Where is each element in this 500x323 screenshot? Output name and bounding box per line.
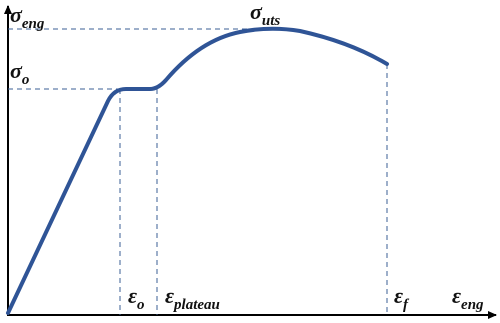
symbol: ε xyxy=(452,283,461,308)
subscript: f xyxy=(403,297,410,313)
symbol: ε xyxy=(128,283,137,308)
x-axis-label: εeng xyxy=(452,283,484,313)
y-axis-label: σeng xyxy=(10,2,45,32)
symbol: σ xyxy=(10,2,23,27)
fracture-strain-label: εf xyxy=(394,283,410,313)
yield-strain-label: εo xyxy=(128,283,145,313)
subscript: eng xyxy=(461,297,484,313)
symbol: σ xyxy=(250,0,263,24)
yield-label: σo xyxy=(10,58,29,88)
subscript: uts xyxy=(262,13,281,29)
subscript: eng xyxy=(22,16,45,32)
subscript: o xyxy=(137,297,145,313)
symbol: σ xyxy=(10,58,23,83)
plateau-strain-label: εplateau xyxy=(165,283,220,313)
uts-label: σuts xyxy=(250,0,280,29)
subscript: o xyxy=(22,72,30,88)
symbol: ε xyxy=(394,283,403,308)
subscript: plateau xyxy=(172,297,220,313)
stress-strain-curve xyxy=(6,26,389,315)
symbol: ε xyxy=(165,283,174,308)
